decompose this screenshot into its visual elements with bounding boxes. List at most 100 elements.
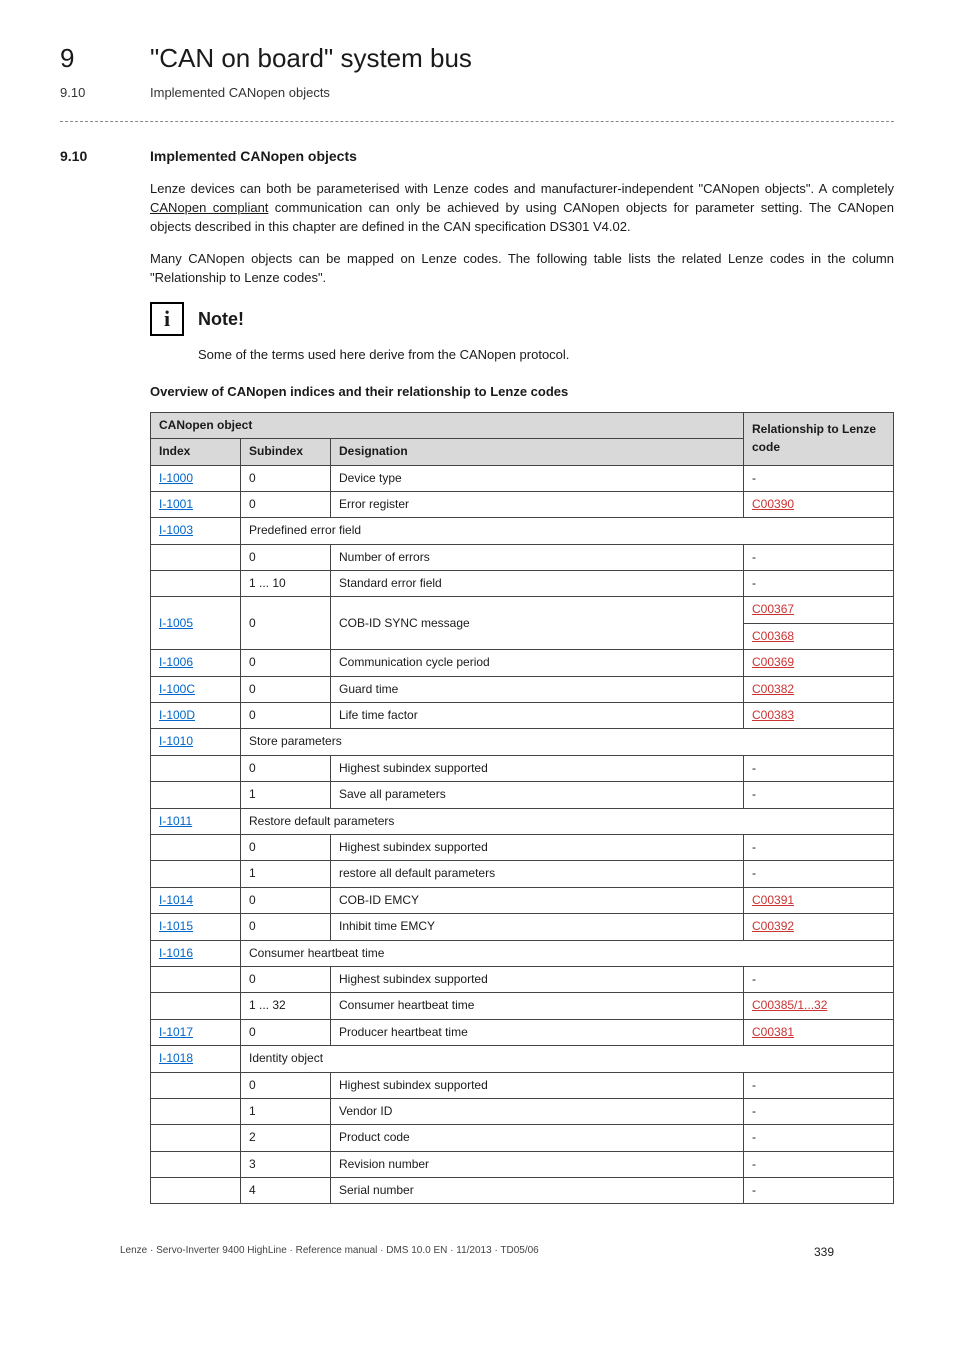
table-row: I-100C0Guard timeC00382 — [151, 676, 894, 702]
cell-span: Restore default parameters — [241, 808, 894, 834]
table-row: I-10060Communication cycle periodC00369 — [151, 650, 894, 676]
cell-subindex: 0 — [241, 544, 331, 570]
cell-designation: Inhibit time EMCY — [331, 914, 744, 940]
table-row: 0Number of errors- — [151, 544, 894, 570]
page-number: 339 — [814, 1244, 834, 1261]
cell-rel: - — [744, 571, 894, 597]
cell-rel[interactable]: C00367 — [744, 597, 894, 623]
cell-span: Store parameters — [241, 729, 894, 755]
cell-rel: - — [744, 1072, 894, 1098]
cell-index — [151, 1098, 241, 1124]
note-box: i Note! — [150, 302, 894, 336]
cell-index[interactable]: I-1015 — [151, 914, 241, 940]
cell-index[interactable]: I-1011 — [151, 808, 241, 834]
cell-rel: - — [744, 861, 894, 887]
cell-designation: Revision number — [331, 1151, 744, 1177]
page-footer: Lenze · Servo-Inverter 9400 HighLine · R… — [60, 1244, 894, 1264]
cell-subindex: 0 — [241, 597, 331, 650]
table-row: I-1018Identity object — [151, 1046, 894, 1072]
canopen-table: CANopen object Relationship to Lenze cod… — [150, 412, 894, 1205]
cell-designation: restore all default parameters — [331, 861, 744, 887]
cell-subindex: 1 — [241, 1098, 331, 1124]
cell-rel: - — [744, 966, 894, 992]
cell-designation: Consumer heartbeat time — [331, 993, 744, 1019]
cell-rel: - — [744, 782, 894, 808]
cell-index — [151, 1151, 241, 1177]
cell-span: Identity object — [241, 1046, 894, 1072]
section-heading: 9.10 Implemented CANopen objects — [60, 146, 894, 166]
cell-index — [151, 1178, 241, 1204]
cell-rel[interactable]: C00391 — [744, 887, 894, 913]
cell-designation: Serial number — [331, 1178, 744, 1204]
table-row: 1restore all default parameters- — [151, 861, 894, 887]
cell-subindex: 2 — [241, 1125, 331, 1151]
note-text: Some of the terms used here derive from … — [198, 346, 894, 365]
divider — [60, 121, 894, 122]
paragraph-2: Many CANopen objects can be mapped on Le… — [150, 250, 894, 288]
cell-rel[interactable]: C00392 — [744, 914, 894, 940]
table-row: I-1016Consumer heartbeat time — [151, 940, 894, 966]
cell-index — [151, 544, 241, 570]
chapter-title: "CAN on board" system bus — [150, 40, 472, 78]
cell-index[interactable]: I-1003 — [151, 518, 241, 544]
cell-index[interactable]: I-1016 — [151, 940, 241, 966]
cell-subindex: 0 — [241, 966, 331, 992]
cell-rel[interactable]: C00383 — [744, 703, 894, 729]
cell-subindex: 0 — [241, 755, 331, 781]
cell-index — [151, 755, 241, 781]
table-row: 1 ... 10Standard error field- — [151, 571, 894, 597]
cell-index[interactable]: I-1010 — [151, 729, 241, 755]
table-row: 3Revision number- — [151, 1151, 894, 1177]
table-row: I-10140COB-ID EMCYC00391 — [151, 887, 894, 913]
paragraph-1: Lenze devices can both be parameterised … — [150, 180, 894, 237]
cell-index[interactable]: I-1005 — [151, 597, 241, 650]
table-row: I-10050COB-ID SYNC messageC00367 — [151, 597, 894, 623]
footer-text: Lenze · Servo-Inverter 9400 HighLine · R… — [120, 1244, 539, 1259]
table-row: 4Serial number- — [151, 1178, 894, 1204]
cell-subindex: 0 — [241, 650, 331, 676]
cell-index[interactable]: I-1006 — [151, 650, 241, 676]
cell-subindex: 0 — [241, 1072, 331, 1098]
table-row: I-1010Store parameters — [151, 729, 894, 755]
cell-rel[interactable]: C00368 — [744, 623, 894, 649]
cell-rel[interactable]: C00381 — [744, 1019, 894, 1045]
cell-rel[interactable]: C00369 — [744, 650, 894, 676]
cell-rel[interactable]: C00385/1...32 — [744, 993, 894, 1019]
canopen-compliant-link[interactable]: CANopen compliant — [150, 200, 268, 215]
table-row: 1 ... 32Consumer heartbeat timeC00385/1.… — [151, 993, 894, 1019]
cell-index[interactable]: I-100C — [151, 676, 241, 702]
table-row: I-10150Inhibit time EMCYC00392 — [151, 914, 894, 940]
cell-subindex: 3 — [241, 1151, 331, 1177]
cell-subindex: 0 — [241, 834, 331, 860]
cell-index — [151, 834, 241, 860]
table-row: 0Highest subindex supported- — [151, 966, 894, 992]
cell-rel[interactable]: C00382 — [744, 676, 894, 702]
cell-span: Consumer heartbeat time — [241, 940, 894, 966]
table-header-group: CANopen object — [151, 412, 744, 438]
cell-subindex: 0 — [241, 491, 331, 517]
cell-designation: Highest subindex supported — [331, 1072, 744, 1098]
cell-index[interactable]: I-1017 — [151, 1019, 241, 1045]
cell-designation: Life time factor — [331, 703, 744, 729]
info-icon: i — [150, 302, 184, 336]
cell-designation: Save all parameters — [331, 782, 744, 808]
cell-designation: Product code — [331, 1125, 744, 1151]
cell-designation: Highest subindex supported — [331, 966, 744, 992]
cell-index[interactable]: I-100D — [151, 703, 241, 729]
cell-rel[interactable]: C00390 — [744, 491, 894, 517]
section-title: Implemented CANopen objects — [150, 146, 357, 166]
cell-index — [151, 782, 241, 808]
cell-designation: Guard time — [331, 676, 744, 702]
cell-index[interactable]: I-1018 — [151, 1046, 241, 1072]
cell-index[interactable]: I-1000 — [151, 465, 241, 491]
cell-designation: Number of errors — [331, 544, 744, 570]
cell-index[interactable]: I-1001 — [151, 491, 241, 517]
cell-designation: Highest subindex supported — [331, 834, 744, 860]
table-header-designation: Designation — [331, 439, 744, 465]
cell-subindex: 1 — [241, 782, 331, 808]
cell-subindex: 1 ... 32 — [241, 993, 331, 1019]
cell-designation: COB-ID EMCY — [331, 887, 744, 913]
cell-designation: Device type — [331, 465, 744, 491]
cell-index[interactable]: I-1014 — [151, 887, 241, 913]
cell-designation: Communication cycle period — [331, 650, 744, 676]
